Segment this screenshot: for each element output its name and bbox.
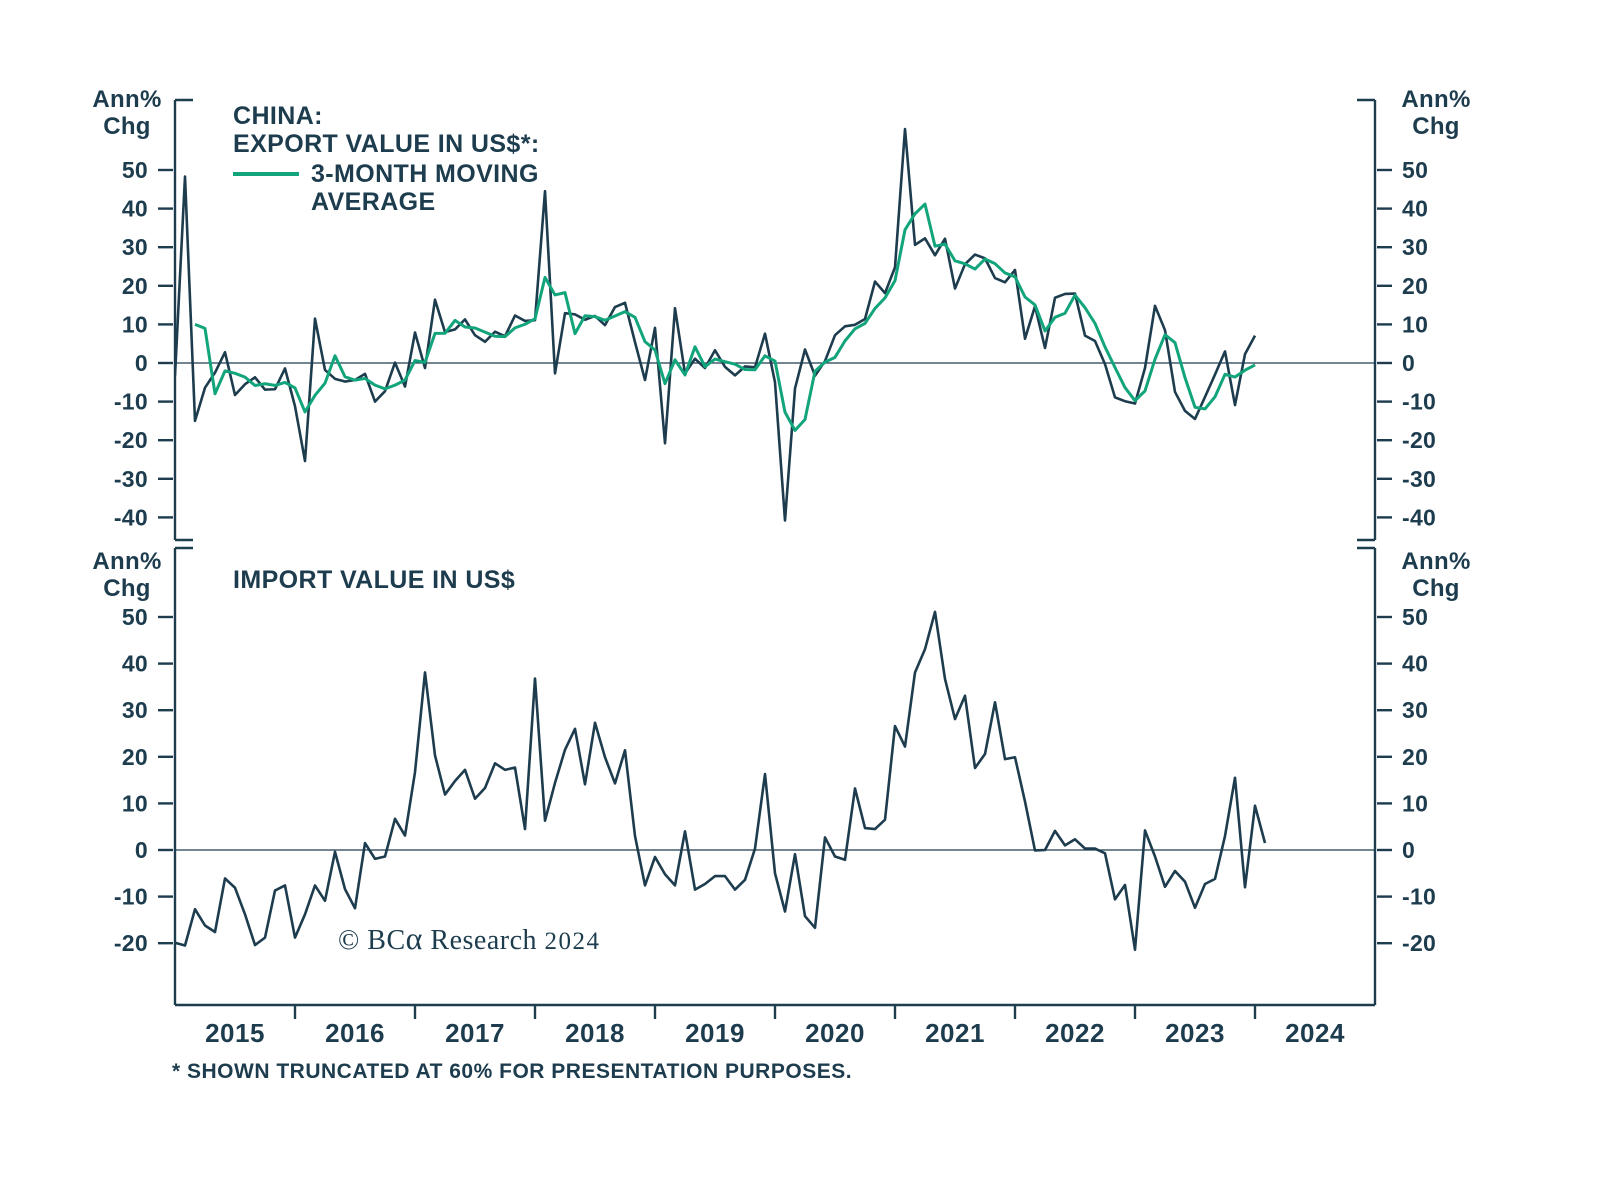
y-tick-label: 20 (1402, 273, 1428, 299)
y-tick-label: 50 (1402, 604, 1428, 630)
title-line-country: CHINA: (233, 102, 323, 130)
legend-label-line1: 3-MONTH MOVING (311, 160, 539, 188)
y-tick-label: 40 (1402, 651, 1428, 677)
y-tick-label: -10 (114, 389, 148, 415)
import-value-line (175, 610, 1267, 952)
moving-average-line-swatch (233, 172, 299, 176)
moving-average-legend-label: 3-MONTH MOVING AVERAGE (311, 160, 539, 216)
year-label: 2018 (565, 1018, 625, 1048)
y-tick-label: 50 (122, 157, 148, 183)
y-tick-label: -10 (114, 884, 148, 910)
y-tick-label: 40 (122, 651, 148, 677)
y-tick-label: 10 (1402, 790, 1428, 816)
year-label: 2023 (1165, 1018, 1225, 1048)
y-tick-label: -40 (114, 504, 148, 530)
y-tick-label: 30 (122, 697, 148, 723)
y-tick-label: -40 (1402, 504, 1436, 530)
y-tick-label: -10 (1402, 389, 1436, 415)
y-tick-label: 40 (1402, 196, 1428, 222)
brand-name: BC (367, 925, 406, 956)
y-tick-label: 50 (122, 604, 148, 630)
year-label: 2024 (1285, 1018, 1345, 1048)
moving-average-legend: 3-MONTH MOVING AVERAGE (233, 160, 540, 216)
legend-label-line2: AVERAGE (311, 188, 436, 216)
year-label: 2017 (445, 1018, 505, 1048)
y-tick-label: -20 (1402, 427, 1436, 453)
y-tick-label: -10 (1402, 884, 1436, 910)
top-left-axis-caption: Ann% Chg (86, 86, 168, 140)
y-tick-label: 10 (1402, 311, 1428, 337)
y-tick-label: 0 (135, 837, 148, 863)
y-tick-label: 30 (1402, 697, 1428, 723)
axis-caption-line1: Ann% (92, 86, 162, 113)
y-tick-label: -20 (1402, 930, 1436, 956)
copyright-year: 2024 (544, 928, 601, 955)
axis-caption-line2: Chg (103, 113, 151, 140)
y-tick-label: 20 (1402, 744, 1428, 770)
title-line-series: EXPORT VALUE IN US$*: (233, 130, 540, 158)
y-tick-label: 10 (122, 311, 148, 337)
axis-caption-line2: Chg (103, 575, 151, 602)
year-label: 2016 (325, 1018, 385, 1048)
truncation-footnote: * SHOWN TRUNCATED AT 60% FOR PRESENTATIO… (172, 1060, 853, 1083)
y-tick-label: 0 (135, 350, 148, 376)
year-label: 2022 (1045, 1018, 1105, 1048)
year-label: 2020 (805, 1018, 865, 1048)
axis-caption-line1: Ann% (1401, 548, 1471, 575)
y-tick-label: 10 (122, 790, 148, 816)
axis-caption-line2: Chg (1412, 113, 1460, 140)
year-label: 2015 (205, 1018, 265, 1048)
y-tick-label: 0 (1402, 350, 1415, 376)
year-label: 2019 (685, 1018, 745, 1048)
y-tick-label: -20 (114, 930, 148, 956)
y-tick-label: 30 (122, 234, 148, 260)
y-tick-label: -20 (114, 427, 148, 453)
y-tick-label: 20 (122, 744, 148, 770)
year-label: 2021 (925, 1018, 985, 1048)
axis-caption-line1: Ann% (1401, 86, 1471, 113)
y-tick-label: 20 (122, 273, 148, 299)
bottom-left-axis-caption: Ann% Chg (86, 548, 168, 602)
brand-research: Research (430, 925, 538, 956)
top-panel-title-block: CHINA: EXPORT VALUE IN US$*: 3-MONTH MOV… (233, 102, 540, 216)
y-tick-label: 0 (1402, 837, 1415, 863)
bottom-right-axis-caption: Ann% Chg (1390, 548, 1482, 602)
brand-alpha-glyph: α (405, 920, 423, 956)
copyright-notice: © BCα Research 2024 (338, 920, 601, 957)
y-tick-label: 30 (1402, 234, 1428, 260)
y-tick-label: 40 (122, 196, 148, 222)
y-tick-label: 50 (1402, 157, 1428, 183)
y-tick-label: -30 (114, 466, 148, 492)
axis-caption-line2: Chg (1412, 575, 1460, 602)
copyright-symbol: © (338, 925, 360, 956)
axis-caption-line1: Ann% (92, 548, 162, 575)
y-tick-label: -30 (1402, 466, 1436, 492)
bottom-panel-title: IMPORT VALUE IN US$ (233, 566, 516, 594)
top-right-axis-caption: Ann% Chg (1390, 86, 1482, 140)
moving-average-line (194, 202, 1256, 432)
